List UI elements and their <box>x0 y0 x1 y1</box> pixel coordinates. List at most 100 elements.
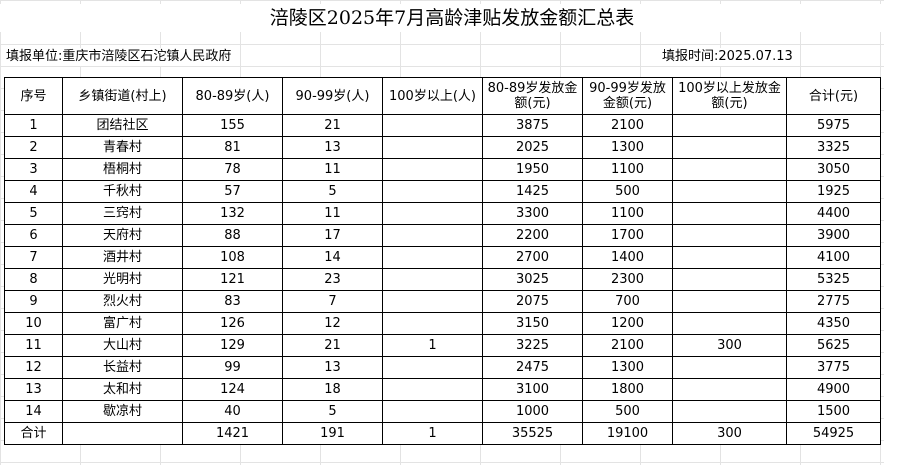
count-90-99-cell[interactable]: 13 <box>282 356 383 379</box>
reporting-unit[interactable]: 填报单位:重庆市涪陵区石沱镇人民政府 <box>6 48 232 66</box>
row-total-cell[interactable]: 3900 <box>786 224 881 247</box>
count-80-89-cell[interactable]: 40 <box>182 400 283 423</box>
count-80-89-cell[interactable]: 57 <box>182 180 283 203</box>
total-m100-cell[interactable]: 300 <box>672 422 787 445</box>
row-number-cell[interactable]: 8 <box>4 268 63 291</box>
count-90-99-cell[interactable]: 13 <box>282 136 383 159</box>
amount-80-89-cell[interactable]: 2075 <box>482 290 583 313</box>
amount-90-99-cell[interactable]: 1800 <box>582 378 673 401</box>
amount-80-89-cell[interactable]: 1950 <box>482 158 583 181</box>
row-total-cell[interactable]: 4400 <box>786 202 881 225</box>
count-80-89-cell[interactable]: 78 <box>182 158 283 181</box>
amount-80-89-cell[interactable]: 3875 <box>482 114 583 137</box>
amount-90-99-cell[interactable]: 1300 <box>582 136 673 159</box>
village-name-cell[interactable]: 光明村 <box>62 268 183 291</box>
count-80-89-cell[interactable]: 129 <box>182 334 283 357</box>
amount-90-99-cell[interactable]: 2100 <box>582 334 673 357</box>
count-90-99-cell[interactable]: 5 <box>282 180 383 203</box>
count-80-89-cell[interactable]: 83 <box>182 290 283 313</box>
header-cell[interactable]: 序号 <box>4 77 63 115</box>
row-total-cell[interactable]: 1500 <box>786 400 881 423</box>
amount-100-plus-cell[interactable] <box>672 400 787 423</box>
reporting-date[interactable]: 填报时间:2025.07.13 <box>662 48 793 66</box>
amount-80-89-cell[interactable]: 3025 <box>482 268 583 291</box>
village-name-cell[interactable]: 烈火村 <box>62 290 183 313</box>
village-name-cell[interactable]: 三窍村 <box>62 202 183 225</box>
amount-90-99-cell[interactable]: 2100 <box>582 114 673 137</box>
amount-100-plus-cell[interactable] <box>672 224 787 247</box>
amount-90-99-cell[interactable]: 2300 <box>582 268 673 291</box>
village-name-cell[interactable]: 歇凉村 <box>62 400 183 423</box>
amount-100-plus-cell[interactable] <box>672 378 787 401</box>
amount-90-99-cell[interactable]: 700 <box>582 290 673 313</box>
count-100-plus-cell[interactable] <box>382 114 483 137</box>
page-title[interactable]: 涪陵区2025年7月高龄津贴发放金额汇总表 <box>0 4 904 32</box>
count-80-89-cell[interactable]: 81 <box>182 136 283 159</box>
row-total-cell[interactable]: 5975 <box>786 114 881 137</box>
amount-100-plus-cell[interactable] <box>672 268 787 291</box>
amount-90-99-cell[interactable]: 1100 <box>582 158 673 181</box>
total-name-cell[interactable] <box>62 422 183 445</box>
village-name-cell[interactable]: 长益村 <box>62 356 183 379</box>
count-80-89-cell[interactable]: 132 <box>182 202 283 225</box>
count-100-plus-cell[interactable]: 1 <box>382 334 483 357</box>
amount-100-plus-cell[interactable] <box>672 202 787 225</box>
amount-100-plus-cell[interactable] <box>672 290 787 313</box>
amount-90-99-cell[interactable]: 500 <box>582 180 673 203</box>
total-m90-cell[interactable]: 19100 <box>582 422 673 445</box>
amount-90-99-cell[interactable]: 1300 <box>582 356 673 379</box>
amount-80-89-cell[interactable]: 3150 <box>482 312 583 335</box>
total-m80-cell[interactable]: 35525 <box>482 422 583 445</box>
row-total-cell[interactable]: 4900 <box>786 378 881 401</box>
amount-90-99-cell[interactable]: 500 <box>582 400 673 423</box>
amount-90-99-cell[interactable]: 1700 <box>582 224 673 247</box>
total-a100-cell[interactable]: 1 <box>382 422 483 445</box>
row-number-cell[interactable]: 1 <box>4 114 63 137</box>
amount-90-99-cell[interactable]: 1200 <box>582 312 673 335</box>
count-100-plus-cell[interactable] <box>382 268 483 291</box>
row-number-cell[interactable]: 3 <box>4 158 63 181</box>
row-total-cell[interactable]: 2775 <box>786 290 881 313</box>
header-cell[interactable]: 100岁以上发放金额(元) <box>672 77 787 115</box>
row-number-cell[interactable]: 11 <box>4 334 63 357</box>
row-total-cell[interactable]: 3775 <box>786 356 881 379</box>
village-name-cell[interactable]: 大山村 <box>62 334 183 357</box>
count-100-plus-cell[interactable] <box>382 202 483 225</box>
count-100-plus-cell[interactable] <box>382 312 483 335</box>
amount-100-plus-cell[interactable]: 300 <box>672 334 787 357</box>
count-90-99-cell[interactable]: 14 <box>282 246 383 269</box>
row-total-cell[interactable]: 5325 <box>786 268 881 291</box>
count-80-89-cell[interactable]: 121 <box>182 268 283 291</box>
row-number-cell[interactable]: 10 <box>4 312 63 335</box>
village-name-cell[interactable]: 梧桐村 <box>62 158 183 181</box>
count-90-99-cell[interactable]: 17 <box>282 224 383 247</box>
row-number-cell[interactable]: 12 <box>4 356 63 379</box>
count-100-plus-cell[interactable] <box>382 378 483 401</box>
village-name-cell[interactable]: 天府村 <box>62 224 183 247</box>
row-number-cell[interactable]: 2 <box>4 136 63 159</box>
count-100-plus-cell[interactable] <box>382 180 483 203</box>
count-100-plus-cell[interactable] <box>382 224 483 247</box>
header-cell[interactable]: 80-89岁(人) <box>182 77 283 115</box>
count-90-99-cell[interactable]: 18 <box>282 378 383 401</box>
count-100-plus-cell[interactable] <box>382 246 483 269</box>
row-total-cell[interactable]: 1925 <box>786 180 881 203</box>
count-90-99-cell[interactable]: 12 <box>282 312 383 335</box>
count-80-89-cell[interactable]: 126 <box>182 312 283 335</box>
amount-90-99-cell[interactable]: 1400 <box>582 246 673 269</box>
village-name-cell[interactable]: 太和村 <box>62 378 183 401</box>
row-total-cell[interactable]: 3325 <box>786 136 881 159</box>
village-name-cell[interactable]: 团结社区 <box>62 114 183 137</box>
total-sum-cell[interactable]: 54925 <box>786 422 881 445</box>
header-cell[interactable]: 80-89岁发放金额(元) <box>482 77 583 115</box>
row-number-cell[interactable]: 14 <box>4 400 63 423</box>
count-80-89-cell[interactable]: 124 <box>182 378 283 401</box>
header-cell[interactable]: 100岁以上(人) <box>382 77 483 115</box>
amount-100-plus-cell[interactable] <box>672 114 787 137</box>
count-80-89-cell[interactable]: 155 <box>182 114 283 137</box>
header-cell[interactable]: 90-99岁发放金额(元) <box>582 77 673 115</box>
amount-80-89-cell[interactable]: 3300 <box>482 202 583 225</box>
village-name-cell[interactable]: 富广村 <box>62 312 183 335</box>
amount-80-89-cell[interactable]: 1425 <box>482 180 583 203</box>
header-cell[interactable]: 乡镇街道(村上) <box>62 77 183 115</box>
